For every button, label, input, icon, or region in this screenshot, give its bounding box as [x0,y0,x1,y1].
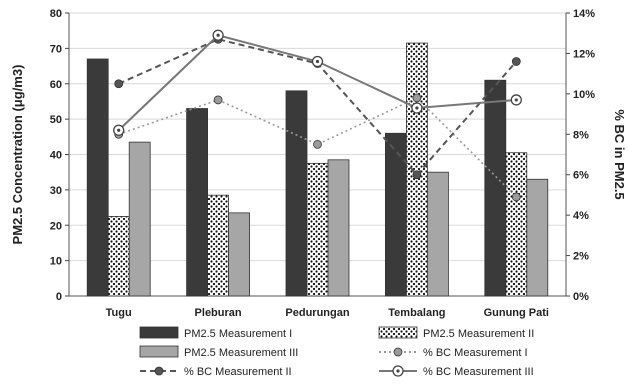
legend-item: PM2.5 Measurement II [378,326,534,340]
data-point [154,366,164,376]
bar [186,108,209,297]
left-tick-label: 20 [50,220,62,232]
legend-item: % BC Measurement II [140,366,292,378]
data-point [412,93,422,103]
data-point-center [514,98,518,102]
x-category-label: Tembalang [388,307,445,319]
left-tick-label: 40 [50,150,62,162]
bar [285,90,308,297]
line-series-group [113,29,522,202]
bar [505,152,528,297]
legend: PM2.5 Measurement I PM2.5 Measurement II P… [139,326,534,378]
legend-item: % BC Measurement I [379,347,528,359]
y-axis-left-title: PM2.5 Concentration (μg/m3) [10,65,25,245]
data-point-center [315,59,320,64]
right-tick-label: 10% [573,89,595,101]
bar [86,58,109,297]
legend-swatch [378,326,418,339]
legend-label: PM2.5 Measurement I [184,328,292,340]
data-point-center [415,106,419,110]
left-tick-label: 50 [50,114,62,126]
bar [228,212,251,297]
bar [405,42,428,297]
bar [107,216,130,297]
bar [207,194,230,297]
data-point [412,170,422,180]
data-point-center [117,128,121,132]
bar [306,162,329,297]
data-point [511,192,521,202]
right-tick-label: 2% [573,251,589,263]
x-category-label: Gunung Pati [484,307,549,319]
legend-label: % BC Measurement III [423,366,534,378]
right-tick-label: 4% [573,210,589,222]
left-tick-label: 30 [50,185,62,197]
bar [484,79,507,297]
left-tick-label: 10 [50,256,62,268]
legend-swatch [139,326,179,339]
x-category-label: Pleburan [195,307,242,319]
legend-label: PM2.5 Measurement III [184,347,298,359]
bar [327,159,350,297]
legend-label: % BC Measurement II [184,366,292,378]
right-tick-label: 8% [573,129,589,141]
legend-label: % BC Measurement I [423,347,528,359]
left-tick-label: 60 [50,79,62,91]
data-point [114,79,124,89]
bar-series-group [86,42,549,297]
data-point [313,139,322,149]
tick-labels: 0 10 20 30 40 50 60 70 80 0% 2% 4% 6% 8% 10% 12% 14% Tugu… [50,8,595,319]
bar [426,171,449,297]
legend-item: % BC Measurement III [379,365,534,378]
right-tick-label: 14% [573,8,595,20]
legend-item: PM2.5 Measurement I [139,326,292,340]
x-category-label: Pedurungan [285,307,349,319]
x-category-label: Tugu [106,307,132,319]
right-tick-label: 12% [573,48,595,60]
data-point [393,347,403,357]
legend-swatch [139,345,179,358]
series-line [118,34,517,131]
left-tick-label: 0 [56,291,62,303]
legend-item: PM2.5 Measurement III [139,345,298,359]
bar [384,132,407,297]
left-tick-label: 80 [50,8,62,20]
data-point-center [396,369,400,373]
series-line [118,96,517,198]
data-point [213,95,223,105]
bar [128,141,151,297]
legend-label: PM2.5 Measurement II [423,328,534,340]
data-point [511,57,521,66]
bar [526,178,549,297]
left-tick-label: 70 [50,43,62,55]
right-tick-label: 6% [573,170,589,182]
right-tick-label: 0% [573,291,589,303]
y-axis-right-title: % BC in PM2.5 [612,109,627,199]
data-point-center [216,33,220,37]
